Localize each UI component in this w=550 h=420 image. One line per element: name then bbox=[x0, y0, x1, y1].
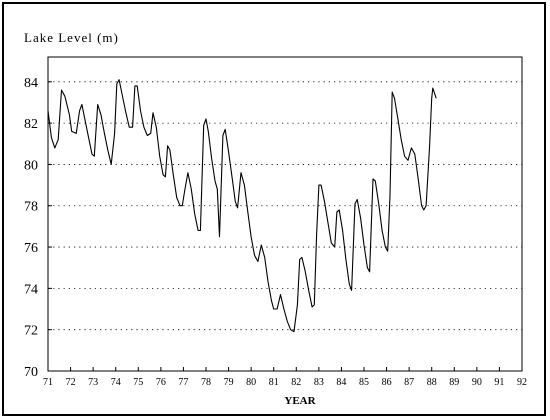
x-axis-label: YEAR bbox=[284, 395, 316, 407]
x-tick-label: 84 bbox=[336, 377, 346, 388]
x-tick-label: 85 bbox=[359, 377, 369, 388]
y-tick-label: 76 bbox=[24, 241, 38, 256]
x-tick-label: 90 bbox=[472, 377, 482, 388]
x-tick-label: 87 bbox=[404, 377, 414, 388]
x-tick-label: 89 bbox=[449, 377, 459, 388]
x-tick-label: 88 bbox=[427, 377, 437, 388]
x-tick-label: 82 bbox=[291, 377, 301, 388]
plot-border bbox=[47, 56, 523, 372]
chart-frame bbox=[2, 2, 546, 416]
series-line bbox=[47, 79, 437, 333]
x-tick-label: 81 bbox=[269, 377, 279, 388]
x-tick-label: 78 bbox=[201, 377, 211, 388]
y-tick-label: 72 bbox=[24, 324, 38, 339]
x-tick-label: 86 bbox=[382, 377, 392, 388]
x-tick-label: 71 bbox=[43, 377, 53, 388]
y-tick-label: 78 bbox=[24, 200, 38, 215]
chart-title: Lake Level (m) bbox=[24, 30, 119, 45]
x-tick-label: 80 bbox=[246, 377, 256, 388]
axis-layer bbox=[47, 56, 523, 372]
tick-labels: 70 72 74 76 78 80 82 84 71 72 73 74 75 76 77 78 79 80 81 82… bbox=[24, 76, 527, 388]
x-tick-label: 91 bbox=[494, 377, 504, 388]
x-tick-label: 79 bbox=[224, 377, 234, 388]
x-tick-label: 75 bbox=[133, 377, 143, 388]
y-tick-label: 80 bbox=[24, 158, 38, 173]
x-tick-label: 74 bbox=[111, 377, 121, 388]
x-tick-label: 73 bbox=[88, 377, 98, 388]
x-tick-label: 77 bbox=[178, 377, 188, 388]
y-tick-label: 82 bbox=[24, 117, 38, 132]
y-tick-label: 74 bbox=[24, 282, 38, 297]
y-tick-label: 84 bbox=[24, 76, 38, 91]
x-tick-label: 92 bbox=[517, 377, 527, 388]
x-tick-label: 72 bbox=[66, 377, 76, 388]
grid-layer bbox=[48, 81, 522, 331]
x-tick-label: 83 bbox=[314, 377, 324, 388]
series-layer bbox=[47, 79, 437, 333]
x-tick-label: 76 bbox=[156, 377, 166, 388]
y-tick-label: 70 bbox=[24, 365, 38, 380]
